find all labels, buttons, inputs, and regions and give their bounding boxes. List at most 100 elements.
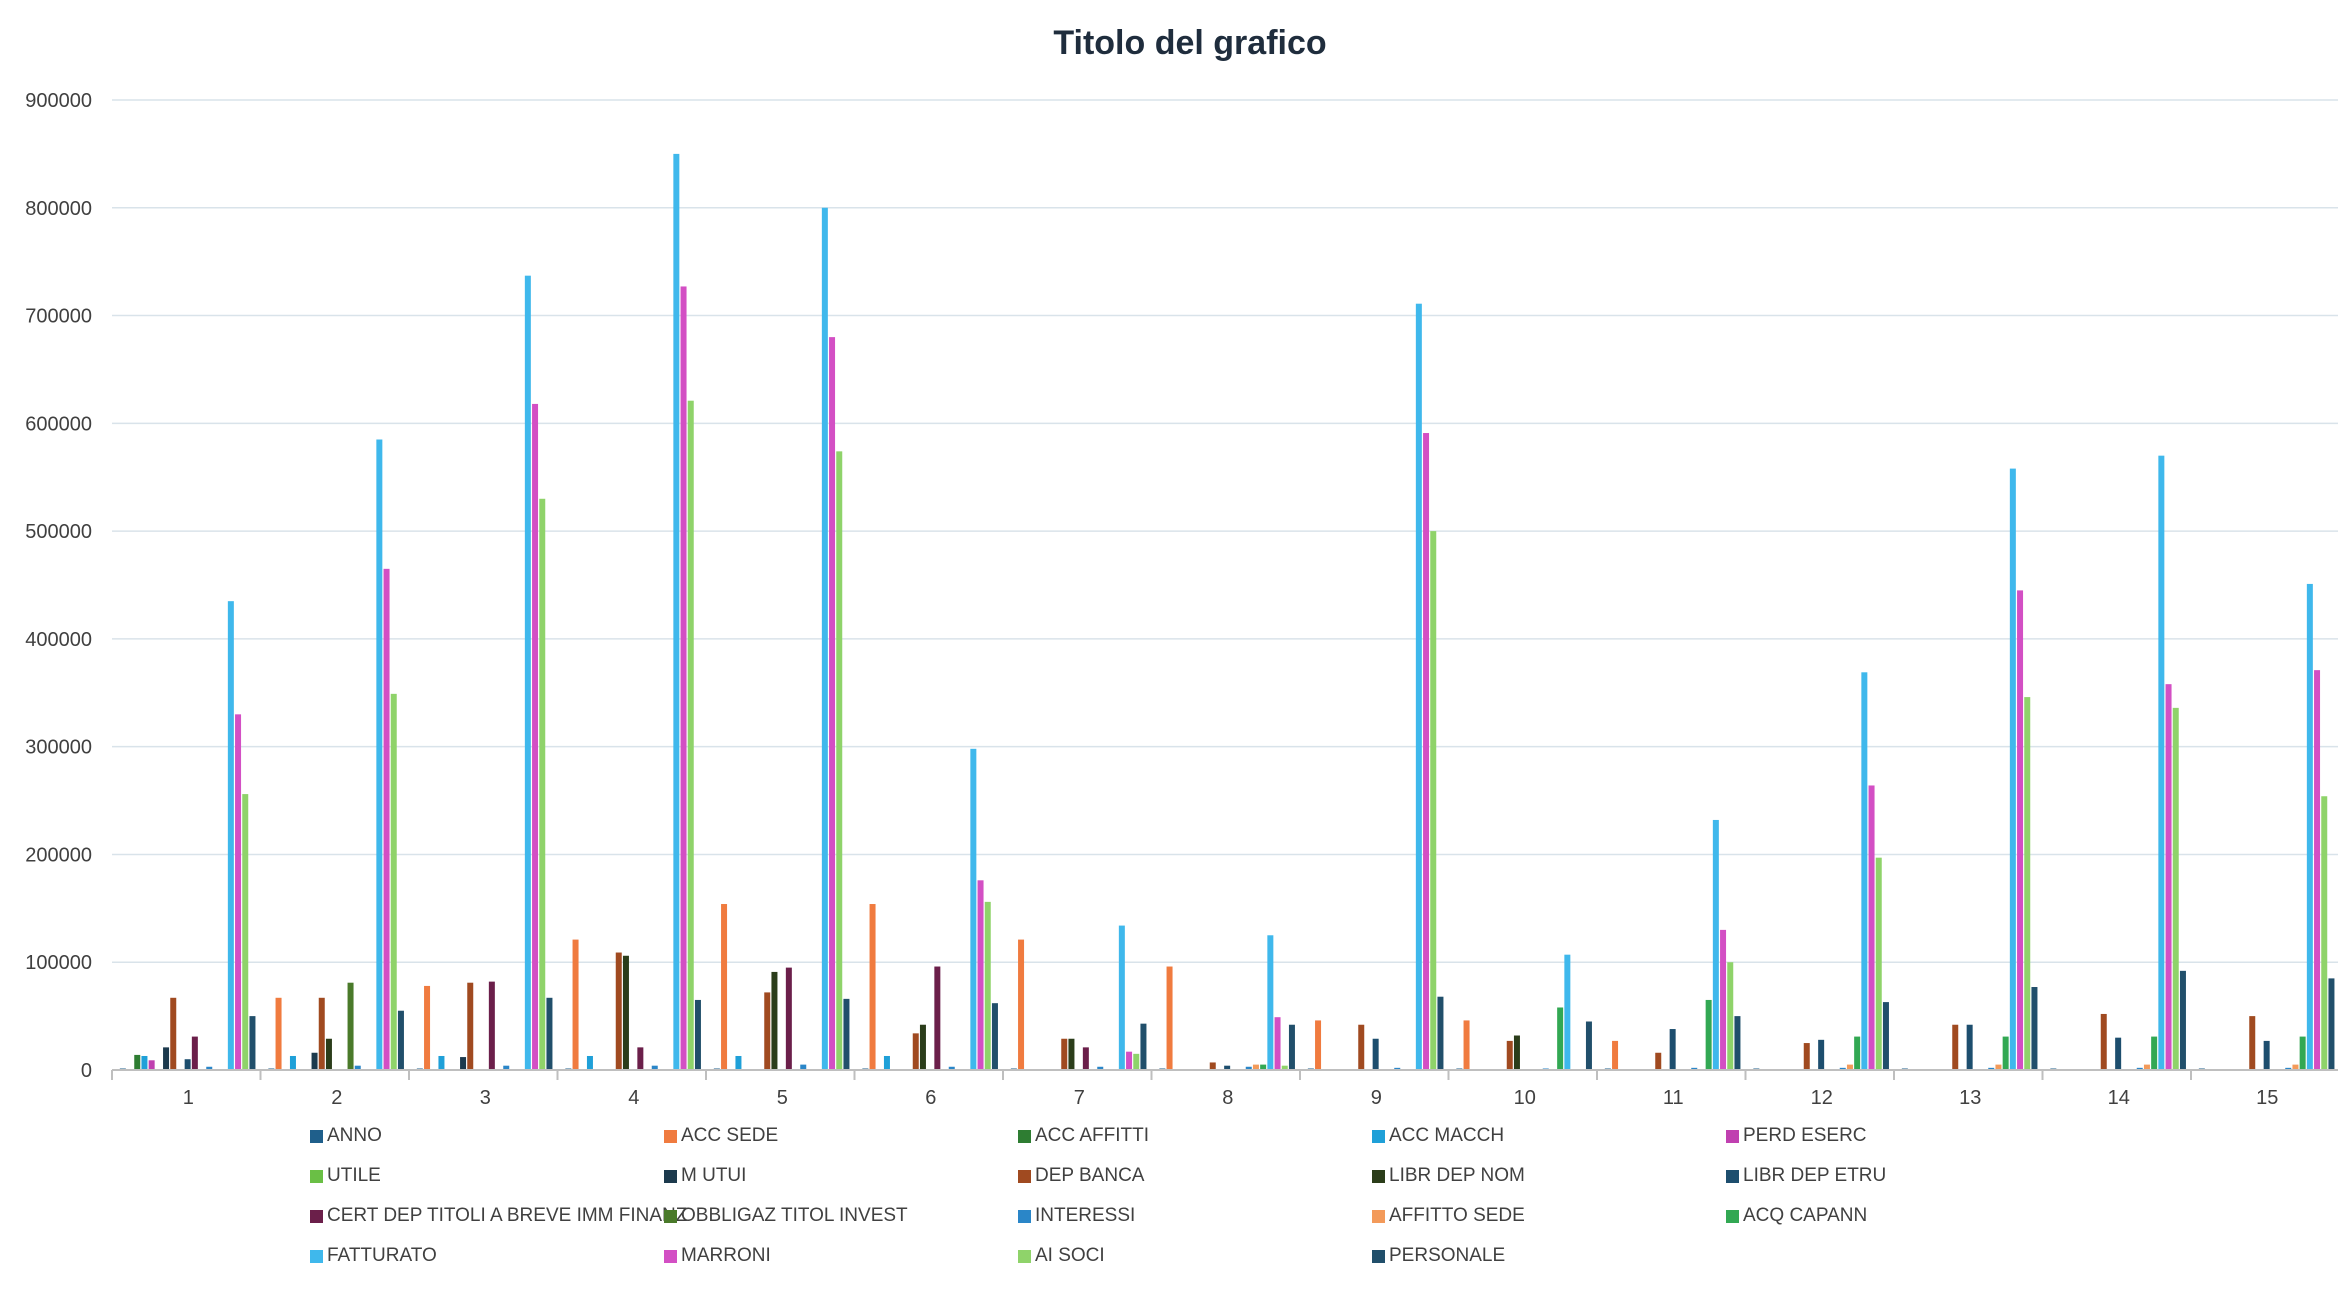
legend-label: ACC SEDE xyxy=(681,1125,779,1146)
legend-label: PERD ESERC xyxy=(1743,1125,1867,1146)
bar xyxy=(1082,1047,1089,1070)
bar xyxy=(1691,1067,1698,1070)
legend-item: DEP BANCA xyxy=(1018,1165,1144,1187)
bar xyxy=(948,1066,955,1070)
bar xyxy=(1727,962,1734,1070)
bar xyxy=(586,1055,593,1070)
bar xyxy=(397,1010,404,1070)
bar xyxy=(771,971,778,1070)
bar xyxy=(615,952,622,1070)
legend-swatch xyxy=(1372,1209,1385,1223)
bar xyxy=(2249,1016,2256,1070)
bar xyxy=(1068,1038,1075,1070)
bar xyxy=(1018,939,1025,1070)
bar xyxy=(1245,1066,1252,1070)
legend-label: FATTURATO xyxy=(327,1245,437,1266)
bar xyxy=(821,207,828,1070)
chart-title: Titolo del grafico xyxy=(1053,24,1327,62)
bar xyxy=(1274,1017,1281,1070)
legend-swatch xyxy=(1018,1169,1031,1183)
y-tick-label: 300000 xyxy=(25,737,92,759)
legend-swatch xyxy=(1018,1209,1031,1223)
bar xyxy=(977,880,984,1070)
y-tick-label: 0 xyxy=(81,1060,92,1082)
x-axis: 1 2 3 4 5 6 7 8 9 10 11 12 13 14 15 xyxy=(111,1069,2338,1109)
legend-label: PERSONALE xyxy=(1389,1245,1506,1266)
bar xyxy=(1061,1038,1068,1070)
bar xyxy=(1585,1021,1592,1070)
legend-label: INTERESSI xyxy=(1035,1205,1136,1226)
bar xyxy=(2165,684,2172,1070)
bar xyxy=(347,982,354,1070)
bar xyxy=(1882,1002,1889,1070)
bar xyxy=(488,981,495,1070)
legend-label: ACQ CAPANN xyxy=(1743,1205,1868,1226)
bar xyxy=(785,967,792,1070)
x-tick-label: 9 xyxy=(1371,1087,1382,1109)
x-tick-label: 11 xyxy=(1663,1087,1684,1109)
bar xyxy=(934,966,941,1070)
bar xyxy=(2179,970,2186,1070)
y-tick-label: 600000 xyxy=(25,413,92,435)
bar xyxy=(1988,1067,1995,1070)
y-tick-label: 500000 xyxy=(25,521,92,543)
bar xyxy=(673,153,680,1070)
legend-label: AI SOCI xyxy=(1035,1245,1105,1266)
bar xyxy=(141,1055,148,1070)
bar xyxy=(1720,929,1727,1070)
bar xyxy=(919,1024,926,1070)
bar xyxy=(1513,1035,1520,1070)
bar xyxy=(843,998,850,1070)
bar xyxy=(390,693,397,1070)
bar xyxy=(637,1047,644,1070)
y-tick-label: 200000 xyxy=(25,844,92,866)
legend-label: DEP BANCA xyxy=(1035,1165,1145,1186)
bar xyxy=(1612,1040,1619,1070)
bar xyxy=(460,1057,467,1070)
legend-swatch xyxy=(1726,1169,1739,1183)
bar xyxy=(1861,672,1868,1070)
bar xyxy=(1209,1062,1216,1070)
legend-label: ACC AFFITTI xyxy=(1035,1125,1149,1146)
bar xyxy=(1995,1064,2002,1070)
bar xyxy=(829,337,836,1071)
bar xyxy=(735,1055,742,1070)
legend-item: PERD ESERC xyxy=(1726,1125,1867,1147)
bar xyxy=(1126,1051,1133,1070)
bar xyxy=(2321,796,2328,1070)
legend-swatch xyxy=(310,1169,323,1183)
legend-item: AI SOCI xyxy=(1018,1245,1105,1267)
bar xyxy=(984,901,991,1070)
legend-item: AFFITTO SEDE xyxy=(1372,1205,1525,1227)
bar xyxy=(503,1065,510,1070)
bar xyxy=(1224,1065,1231,1070)
bar xyxy=(206,1066,213,1070)
bar xyxy=(764,992,771,1070)
bar xyxy=(1875,857,1882,1070)
legend-swatch xyxy=(1372,1169,1385,1183)
bar xyxy=(1846,1064,1853,1070)
legend-swatch xyxy=(310,1249,323,1263)
bar xyxy=(883,1055,890,1070)
legend-swatch xyxy=(310,1209,323,1223)
bar xyxy=(2143,1064,2150,1070)
legend-label: LIBR DEP NOM xyxy=(1389,1165,1525,1186)
bar xyxy=(1557,1007,1564,1070)
bar xyxy=(354,1065,361,1070)
legend-item: M UTUI xyxy=(664,1165,746,1187)
bar xyxy=(524,275,531,1071)
legend-item: ACC SEDE xyxy=(664,1125,778,1147)
legend-swatch xyxy=(1372,1249,1385,1263)
x-tick-label: 6 xyxy=(925,1087,936,1109)
legend-swatch xyxy=(310,1129,323,1143)
y-axis: 0 100000 200000 300000 400000 500000 600000 700… xyxy=(25,90,92,1082)
legend-label: CERT DEP TITOLI A BREVE IMM FINANZ xyxy=(327,1205,688,1226)
bar xyxy=(1868,785,1875,1070)
bar xyxy=(242,794,249,1070)
bar xyxy=(1267,935,1274,1070)
legend-swatch xyxy=(664,1249,677,1263)
bar xyxy=(2314,670,2321,1070)
bar xyxy=(836,451,843,1070)
bar xyxy=(1854,1036,1861,1070)
legend-label: MARRONI xyxy=(681,1245,771,1266)
